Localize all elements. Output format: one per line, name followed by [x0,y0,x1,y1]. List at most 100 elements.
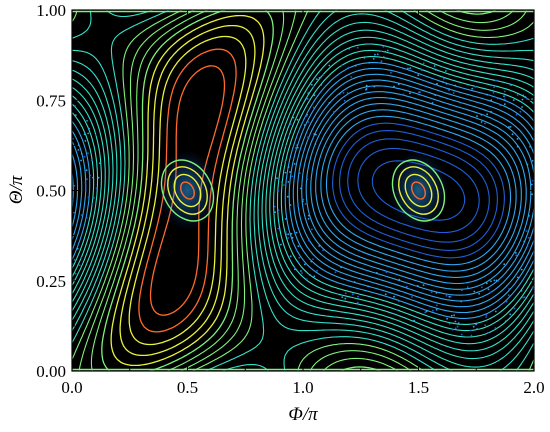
chaotic-point [317,117,319,120]
chaotic-point [422,284,425,286]
chaotic-point [384,293,387,296]
chaotic-point [277,227,280,230]
chaotic-point [341,296,344,298]
chaotic-point [435,69,437,71]
chaotic-point [85,217,88,219]
chaotic-point [380,60,383,62]
chaotic-point [287,233,290,236]
chaotic-point [382,45,385,48]
chaotic-point [516,94,519,96]
island-2-ring [411,181,426,200]
chaotic-point [313,94,316,97]
chaotic-point [476,328,478,330]
chaotic-point [294,147,297,149]
chaotic-point [413,319,415,322]
chaotic-point [442,81,444,83]
chaotic-point [83,155,86,158]
chaotic-point [487,331,489,334]
island-1-ring [180,181,195,200]
chaotic-point [319,76,322,79]
island-2-ring [391,159,446,222]
chaotic-point [274,211,276,214]
chaotic-point [297,205,299,208]
chaotic-point [304,203,307,205]
chaotic-point [528,236,530,239]
chaotic-point [307,121,310,123]
chaotic-point [473,290,476,293]
chaotic-point [303,263,306,266]
chaotic-point [472,325,475,328]
chaotic-point [528,215,530,217]
chaotic-point [95,187,98,190]
chaotic-point [295,231,298,234]
chaotic-point [285,233,287,236]
chaotic-point [460,289,463,292]
y-tick-label: 0.75 [36,91,66,110]
chaotic-point [288,134,290,137]
chaotic-point [448,322,451,325]
chaotic-point [456,325,459,328]
chaotic-point [289,171,291,173]
trajectory-contour [347,138,490,243]
chaotic-point [485,282,488,285]
chaotic-point [344,292,347,295]
chaotic-point [80,153,83,155]
chaotic-point [363,57,366,59]
chaotic-point [80,256,82,259]
chaotic-point [505,300,508,303]
chaotic-point [311,228,313,231]
chaotic-point [449,295,452,298]
chaotic-point [80,159,82,162]
chaotic-point [435,304,438,307]
chaotic-point [296,146,299,149]
chaotic-point [504,320,507,323]
trajectory-contour [72,79,534,302]
chaotic-point [435,308,438,311]
chaotic-point [336,293,339,295]
island-1-ring [173,173,202,208]
chaotic-point [460,300,463,303]
chaotic-point [86,178,88,181]
chaotic-point [293,163,296,165]
chaotic-point [480,113,483,116]
chaotic-point [380,50,383,53]
chaotic-point [393,85,395,88]
chaotic-point [291,236,294,239]
chaotic-point [376,53,379,56]
chaotic-point [503,98,506,101]
chaotic-point [507,126,510,129]
chaotic-point [73,161,76,164]
chaotic-point [448,89,450,92]
chaotic-point [407,67,409,70]
chaotic-point [454,320,457,323]
chaotic-point [298,256,301,259]
trajectory-contour [110,14,265,367]
chaotic-point [300,187,302,190]
chaotic-point [306,98,308,100]
chaotic-point [452,92,455,94]
chaotic-point [289,255,292,258]
chaotic-point [430,291,433,294]
trajectory-contour [72,67,534,314]
chaotic-point [520,290,523,292]
chaotic-point [482,114,485,116]
chaotic-point [328,102,331,104]
chaotic-point [310,260,313,263]
chaotic-point [475,323,477,326]
x-tick-label: 1.0 [292,378,313,397]
chaotic-point [490,280,492,283]
chaotic-point [372,58,375,60]
chaotic-point [87,132,90,135]
chaotic-point [294,267,296,269]
chaotic-point [357,295,359,298]
chaotic-point [88,127,90,130]
chaotic-point [522,94,525,97]
chaotic-point [314,143,317,145]
chaotic-point [460,333,463,336]
chaotic-point [313,275,316,278]
chaotic-point [273,205,276,208]
chaotic-point [436,82,438,85]
chaotic-point [494,327,497,329]
chaotic-point [280,181,283,183]
chaotic-point [285,231,287,233]
